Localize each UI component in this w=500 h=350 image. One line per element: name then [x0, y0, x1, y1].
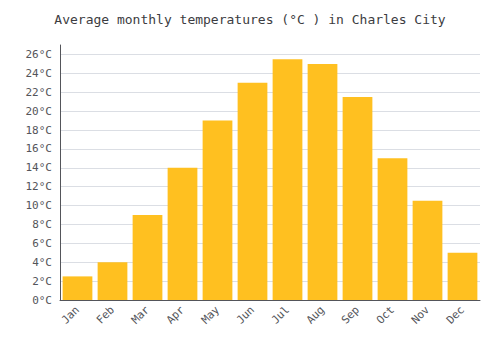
svg-text:Nov: Nov [409, 303, 432, 326]
svg-text:20°C: 20°C [26, 105, 53, 118]
svg-text:May: May [199, 303, 222, 326]
svg-text:Jul: Jul [269, 303, 292, 326]
svg-text:0°C: 0°C [32, 294, 52, 307]
svg-text:22°C: 22°C [26, 86, 53, 99]
svg-text:4°C: 4°C [32, 256, 52, 269]
svg-text:Sep: Sep [339, 303, 362, 326]
svg-text:26°C: 26°C [26, 48, 53, 61]
svg-text:12°C: 12°C [26, 180, 53, 193]
svg-text:Aug: Aug [304, 303, 327, 326]
svg-text:Apr: Apr [164, 303, 187, 326]
svg-text:24°C: 24°C [26, 67, 53, 80]
svg-text:Feb: Feb [94, 303, 117, 326]
svg-text:2°C: 2°C [32, 275, 52, 288]
svg-text:16°C: 16°C [26, 142, 53, 155]
svg-text:Jan: Jan [59, 303, 82, 326]
svg-text:10°C: 10°C [26, 199, 53, 212]
svg-text:18°C: 18°C [26, 124, 53, 137]
svg-text:8°C: 8°C [32, 218, 52, 231]
svg-text:Mar: Mar [129, 303, 152, 326]
svg-text:Dec: Dec [444, 303, 467, 326]
svg-text:Jun: Jun [234, 303, 257, 326]
svg-text:Average monthly temperatures (: Average monthly temperatures (°C ) in Ch… [54, 12, 446, 27]
svg-text:Oct: Oct [374, 303, 397, 326]
svg-text:6°C: 6°C [32, 237, 52, 250]
svg-text:14°C: 14°C [26, 161, 53, 174]
